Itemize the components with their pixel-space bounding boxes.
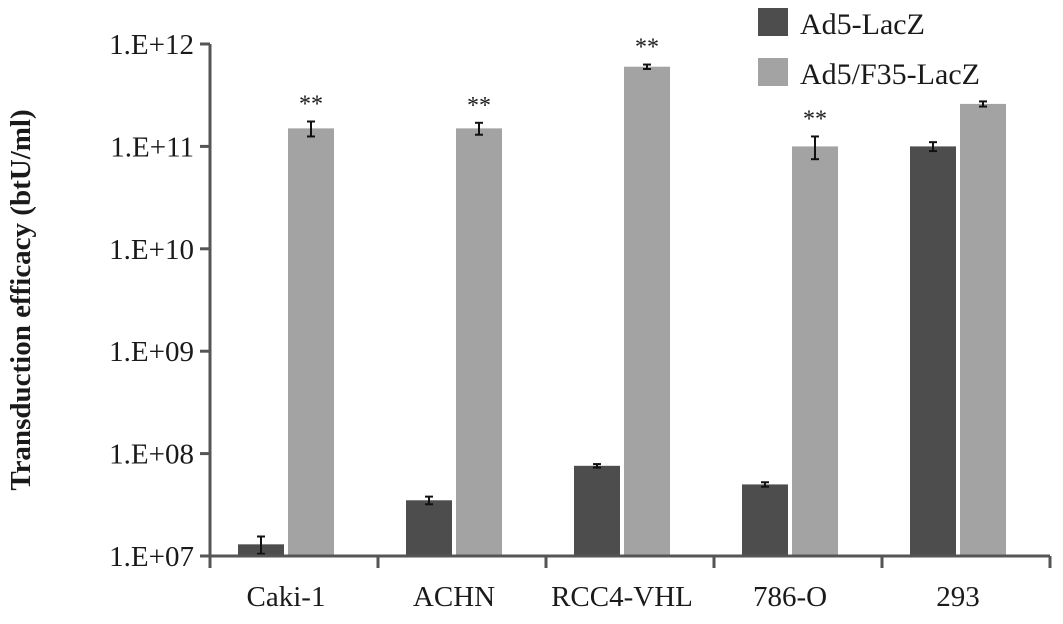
bar: [910, 146, 956, 556]
y-tick-label: 1.E+08: [109, 439, 194, 471]
error-bars: [257, 63, 987, 555]
x-axis-category-labels: Caki-1 ACHN RCC4-VHL 786-O 293: [247, 581, 980, 613]
x-category-label: RCC4-VHL: [551, 581, 693, 613]
x-category-label: ACHN: [413, 581, 495, 613]
legend-swatch: [758, 8, 788, 36]
legend-swatch: [758, 58, 788, 86]
bar: [960, 103, 1006, 556]
legend-label: Ad5/F35-LacZ: [800, 58, 980, 91]
y-axis-ticks: 1.E+07 1.E+08 1.E+09 1.E+10 1.E+11 1.E+12: [109, 29, 210, 573]
bar: [792, 146, 838, 556]
bar: [624, 66, 670, 556]
y-tick-label: 1.E+11: [110, 131, 194, 163]
y-tick-label: 1.E+07: [109, 541, 194, 573]
legend-label: Ad5-LacZ: [800, 8, 925, 41]
significance-marker: **: [635, 35, 659, 61]
significance-marker: **: [803, 106, 827, 132]
x-category-label: 786-O: [753, 581, 827, 613]
y-axis-label: Transduction efficacy (btU/ml): [5, 109, 37, 490]
y-tick-label: 1.E+12: [109, 29, 194, 61]
bar: [288, 128, 334, 556]
significance-marker: **: [467, 93, 491, 119]
bars: [238, 66, 1006, 556]
y-tick-label: 1.E+09: [109, 336, 194, 368]
bar: [742, 484, 788, 556]
x-axis-ticks: [208, 556, 1052, 568]
y-tick-label: 1.E+10: [109, 234, 194, 266]
bar: [406, 500, 452, 556]
bar: [574, 465, 620, 556]
x-category-label: 293: [936, 581, 980, 613]
significance-marker: **: [299, 92, 323, 118]
legend: Ad5-LacZ Ad5/F35-LacZ: [758, 8, 980, 91]
significance-markers: ** ** ** **: [299, 35, 827, 133]
x-category-label: Caki-1: [247, 581, 326, 613]
bar: [456, 128, 502, 556]
